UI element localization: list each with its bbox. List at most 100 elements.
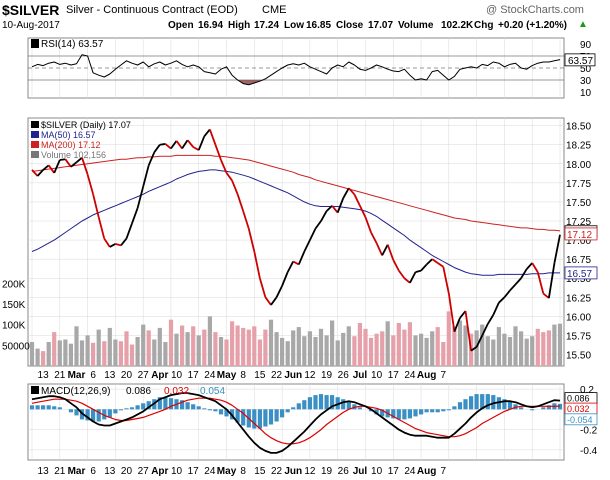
volume-bar	[235, 325, 240, 366]
price-tick-label: 16.75	[566, 255, 591, 266]
x-axis-label-bottom: 20	[121, 466, 133, 477]
macd-histogram-bar	[307, 397, 312, 410]
price-value-tag	[564, 227, 598, 241]
price-legend-label: $SILVER (Daily) 17.07	[41, 120, 131, 130]
open-label: Open	[168, 20, 194, 31]
macd-histogram-bar	[224, 409, 229, 417]
volume-bar	[152, 339, 157, 366]
macd-histogram-bar	[474, 394, 479, 410]
volume-bar	[363, 328, 368, 366]
x-axis-label-middle: 13	[104, 370, 116, 381]
price-segment	[375, 242, 383, 256]
price-segment	[364, 216, 372, 233]
source-label: @ StockCharts.com	[486, 4, 584, 16]
volume-bar	[79, 340, 85, 366]
macd-histogram-bar	[313, 395, 318, 410]
price-segment	[420, 263, 428, 272]
macd-histogram-bar	[252, 409, 257, 429]
volume-bar	[52, 332, 57, 366]
price-segment	[159, 143, 166, 146]
x-axis-label-bottom: Mar	[68, 466, 86, 477]
x-axis-label-middle: Apr	[151, 370, 168, 381]
macd-histogram-bar	[218, 409, 224, 415]
price-segment	[236, 194, 245, 212]
price-segment	[164, 143, 172, 150]
price-segment	[253, 251, 261, 279]
macd-histogram-bar	[146, 401, 151, 410]
price-segment	[542, 292, 550, 299]
price-segment	[115, 243, 122, 247]
price-segment	[286, 261, 295, 273]
price-segment	[481, 323, 489, 336]
price-segment	[492, 302, 500, 316]
price-segment	[459, 310, 467, 319]
price-segment	[120, 237, 128, 247]
price-segment	[42, 164, 50, 171]
macd-histogram-bar	[285, 409, 290, 413]
macd-histogram-bar	[102, 409, 107, 420]
macd-histogram-bar	[207, 409, 212, 411]
volume-bar	[141, 324, 146, 366]
x-axis-label-bottom: Aug	[417, 466, 436, 477]
macd-histogram-bar	[441, 409, 446, 412]
volume-bar	[163, 342, 168, 366]
x-axis-label-middle: 10	[371, 370, 383, 381]
volume-bar	[63, 339, 68, 366]
macd-histogram-bar	[324, 395, 329, 410]
price-segment	[415, 269, 422, 274]
macd-value-tag	[564, 413, 598, 426]
price-segment	[381, 244, 389, 256]
macd-histogram-bar	[507, 401, 513, 410]
price-legend-swatch	[31, 121, 39, 128]
price-segment	[498, 296, 506, 304]
x-axis-label-bottom: 7	[441, 466, 447, 477]
price-segment	[547, 262, 556, 299]
volume-bar	[441, 342, 446, 366]
volume-bar	[196, 335, 201, 366]
chg-label: Chg	[474, 20, 494, 31]
macd-histogram-bar	[491, 395, 496, 410]
price-segment	[281, 271, 289, 287]
price-segment	[109, 243, 116, 248]
x-axis-label-bottom: 17	[188, 466, 200, 477]
macd-histogram-bar	[430, 409, 435, 413]
x-axis-label-bottom: 24	[204, 466, 216, 477]
x-axis-label-middle: Aug	[417, 370, 436, 381]
price-segment	[97, 216, 106, 239]
x-axis-label-bottom: 12	[304, 466, 316, 477]
macd-histogram-bar	[519, 407, 524, 410]
price-tick-label: 17.25	[566, 217, 591, 228]
chg-value: +0.20 (+1.20%)	[498, 20, 567, 31]
x-axis-label-bottom: Jul	[353, 466, 368, 477]
volume-bar	[457, 320, 463, 366]
volume-bar	[91, 342, 96, 366]
macd-legend-macd-value: 0.086	[126, 386, 151, 397]
volume-bar	[452, 326, 457, 366]
macd-histogram-bar	[68, 409, 73, 413]
price-segment	[425, 258, 433, 266]
volume-bar	[307, 331, 312, 366]
volume-bar	[85, 335, 90, 366]
volume-bar	[435, 327, 440, 366]
macd-histogram-bar	[41, 405, 46, 410]
volume-bar	[368, 337, 374, 366]
x-axis-label-middle: 22	[271, 370, 283, 381]
price-segment	[370, 232, 378, 244]
volume-bar	[157, 327, 162, 366]
x-axis-label-bottom: 13	[104, 466, 116, 477]
x-axis-label-middle: 13	[38, 370, 50, 381]
price-segment	[220, 159, 228, 174]
volume-bar	[174, 333, 179, 366]
volume-bar	[391, 335, 396, 366]
volume-bar	[396, 323, 401, 366]
close-label: Close	[336, 20, 364, 31]
macd-line	[31, 392, 561, 454]
rsi-value-tag-label: 63.57	[568, 56, 593, 67]
macd-histogram-bar	[463, 399, 468, 410]
price-tick-label: 16.50	[566, 274, 591, 285]
macd-histogram-bar	[141, 403, 146, 410]
x-axis-label-middle: 17	[388, 370, 400, 381]
x-axis-label-bottom: 24	[404, 466, 416, 477]
macd-histogram-bar	[85, 409, 90, 421]
